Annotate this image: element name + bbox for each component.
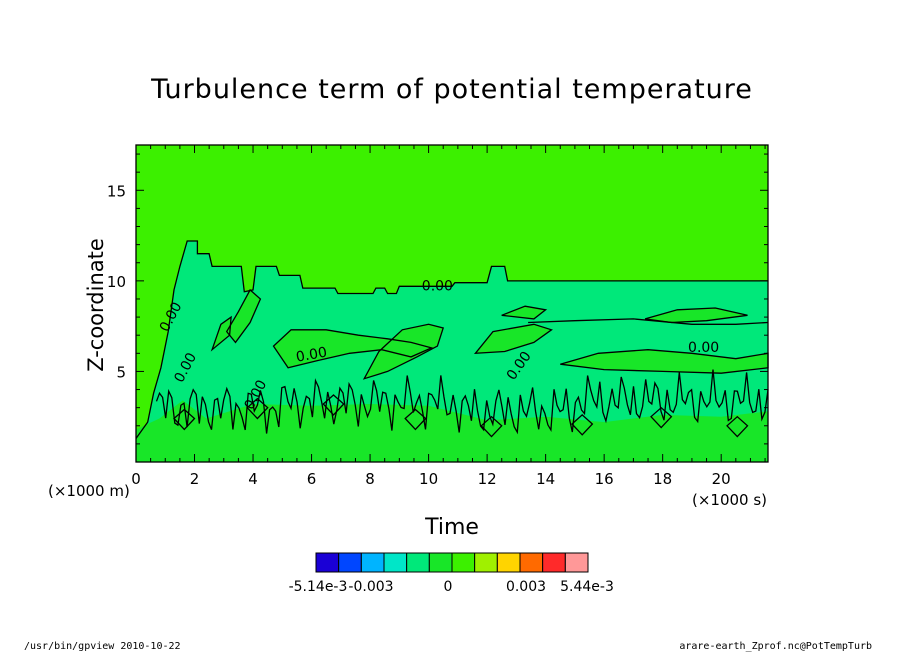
zone-near-zero-band-1 bbox=[273, 329, 432, 368]
zone-near-zero-band-4 bbox=[560, 349, 768, 374]
x-tick-label: 18 bbox=[653, 470, 672, 488]
colorbar-label-3: 0 bbox=[444, 579, 453, 595]
x-tick-label: 4 bbox=[248, 470, 258, 488]
y-axis-ticks: 5 10 15 bbox=[107, 153, 768, 463]
footer-source-file: arare-earth_Zprof.nc@PotTempTurb bbox=[679, 641, 872, 652]
y-tick-label: 5 bbox=[116, 363, 126, 381]
colorbar-swatch-8 bbox=[474, 552, 498, 573]
contour-cell-2 bbox=[246, 397, 269, 420]
contour-outer bbox=[135, 240, 768, 439]
colorbar-label-5: 5.44e-3 bbox=[560, 579, 614, 595]
colorbar-label-1: -5.14e-3 bbox=[289, 579, 348, 595]
colorbar-swatch-3 bbox=[360, 552, 385, 573]
colorbar-label-2: -0.003 bbox=[348, 579, 393, 595]
contour-band-1 bbox=[272, 329, 434, 369]
x-tick-label: 12 bbox=[478, 470, 497, 488]
contour-cell-8 bbox=[726, 415, 749, 438]
contour-cell-1 bbox=[173, 408, 196, 431]
x-axis-label: Time bbox=[425, 515, 479, 540]
zone-near-zero-band-6 bbox=[212, 317, 232, 350]
contour-band-5 bbox=[225, 288, 262, 344]
colorbar: -5.14e-3 -0.003 0 0.003 5.44e-3 bbox=[289, 552, 614, 595]
colorbar-label-4: 0.003 bbox=[506, 579, 546, 595]
contour-cell-3 bbox=[322, 394, 345, 416]
x-tick-label: 20 bbox=[712, 470, 731, 488]
contour-band-6 bbox=[210, 315, 232, 352]
contour-band-2 bbox=[362, 323, 445, 380]
colorbar-swatch-5 bbox=[406, 552, 430, 573]
contour-label-1: 0.00 bbox=[422, 278, 453, 294]
colorbar-swatch-2 bbox=[338, 552, 362, 573]
x-tick-label: 10 bbox=[419, 470, 438, 488]
contour-cell-6 bbox=[571, 414, 594, 436]
colorbar-swatch-4 bbox=[383, 552, 408, 573]
colorbar-swatch-11 bbox=[542, 552, 566, 573]
x-axis-unit: (×1000 s) bbox=[692, 491, 768, 509]
y-tick-label: 15 bbox=[107, 182, 126, 200]
zone-near-zero-lower bbox=[136, 400, 768, 462]
plot-frame bbox=[135, 144, 769, 463]
contour-band-7 bbox=[501, 305, 548, 320]
contour-upper-level bbox=[528, 318, 769, 325]
zone-near-zero-band-7 bbox=[501, 306, 546, 319]
contour-label-3: 0.00 bbox=[295, 345, 328, 366]
colorbar-swatch-9 bbox=[496, 552, 521, 573]
zone-near-zero-band-2 bbox=[364, 324, 444, 379]
x-tick-label: 14 bbox=[536, 470, 555, 488]
x-axis-ticks: 0 2 4 6 8 10 12 14 16 18 20 bbox=[131, 145, 766, 488]
chart-title: Turbulence term of potential temperature bbox=[151, 74, 753, 105]
y-axis-unit: (×1000 m) bbox=[48, 482, 130, 500]
colorbar-swatch-7 bbox=[451, 552, 476, 573]
x-tick-label: 6 bbox=[307, 470, 317, 488]
y-tick-label: 10 bbox=[107, 273, 126, 291]
contour-cell-5 bbox=[480, 415, 503, 438]
x-tick-label: 0 bbox=[131, 470, 141, 488]
zone-near-zero-band-8 bbox=[645, 308, 748, 323]
contour-label-2: 0.00 bbox=[688, 340, 719, 356]
zone-near-zero-band-5 bbox=[226, 289, 261, 343]
footer-program-date: /usr/bin/gpview 2010-10-22 bbox=[24, 641, 181, 652]
contour-zones bbox=[136, 241, 768, 462]
x-tick-label: 16 bbox=[595, 470, 614, 488]
colorbar-swatch-10 bbox=[519, 552, 544, 573]
x-tick-label: 8 bbox=[365, 470, 375, 488]
contour-cell-4 bbox=[404, 408, 427, 431]
contour-band-3 bbox=[473, 323, 553, 355]
contour-cell-7 bbox=[650, 406, 673, 429]
colorbar-swatch-12 bbox=[564, 552, 589, 573]
x-tick-label: 2 bbox=[190, 470, 200, 488]
colorbar-swatch-1 bbox=[315, 552, 340, 573]
colorbar-swatch-6 bbox=[428, 552, 453, 573]
